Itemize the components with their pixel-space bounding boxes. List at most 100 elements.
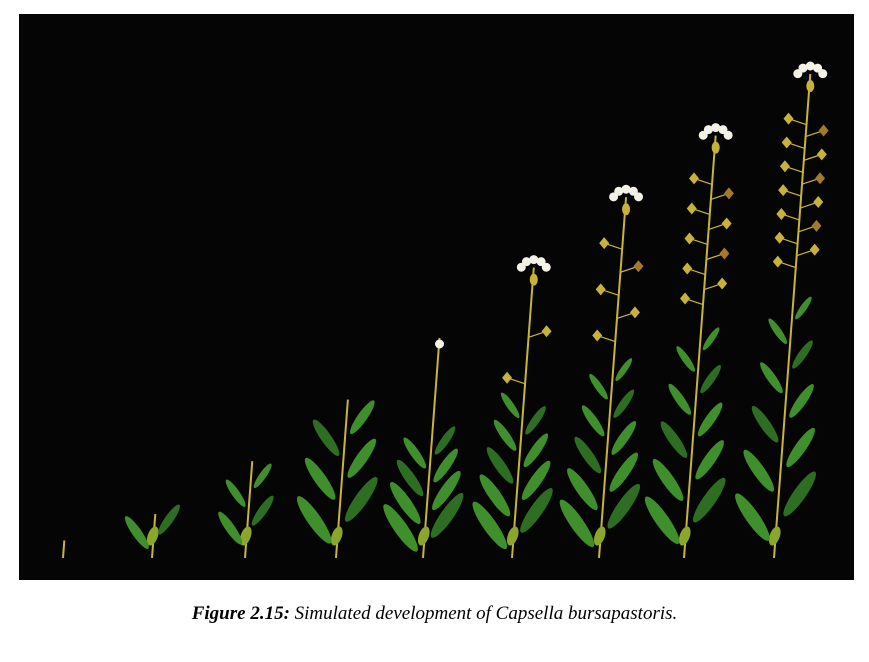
stem-leaf xyxy=(760,362,783,394)
stem-leaf xyxy=(432,470,461,511)
seed-pod xyxy=(813,196,824,209)
stem-leaf xyxy=(390,481,421,524)
seed-pod xyxy=(723,187,734,200)
seed-pod xyxy=(595,283,606,296)
seed-pod xyxy=(502,371,513,384)
seed-pod xyxy=(809,243,820,256)
stem-leaf xyxy=(735,493,770,541)
stem-leaf xyxy=(383,504,418,552)
stem-leaf xyxy=(253,463,272,489)
seed-pod xyxy=(772,255,783,268)
stem-leaf xyxy=(347,438,377,478)
stem-leaf xyxy=(652,458,684,501)
seed-pod xyxy=(689,172,700,185)
stem-leaf xyxy=(350,400,375,435)
flower-bud xyxy=(711,141,720,154)
basal-leaf xyxy=(417,526,430,546)
stem-leaf xyxy=(472,501,508,550)
flower xyxy=(818,69,828,79)
stem-leaf xyxy=(751,405,779,443)
stem-leaf xyxy=(581,405,605,437)
stem-leaf xyxy=(607,483,641,529)
stem-leaf xyxy=(574,436,602,474)
stem-leaf xyxy=(795,296,812,320)
stem-leaf xyxy=(786,427,815,468)
flower xyxy=(723,130,733,140)
stem-leaf xyxy=(611,421,637,455)
basal-leaf xyxy=(593,526,606,546)
seed-pod xyxy=(779,160,790,173)
plant-stem xyxy=(62,540,66,559)
flower xyxy=(541,262,551,272)
seed-pod xyxy=(680,292,691,305)
stem-leaf xyxy=(523,433,549,468)
basal-leaf xyxy=(678,526,691,546)
basal-leaf xyxy=(506,526,519,546)
seed-pod xyxy=(774,231,785,244)
stem-leaf xyxy=(567,468,598,511)
seed-pod xyxy=(776,207,787,220)
stem-leaf xyxy=(660,421,688,458)
seed-pod xyxy=(686,202,697,215)
flower xyxy=(703,125,713,135)
stem-leaf xyxy=(433,448,459,483)
seed-pod xyxy=(811,219,822,232)
seed-pod xyxy=(778,184,789,197)
basal-leaf xyxy=(768,526,781,546)
flower xyxy=(614,186,624,196)
seed-pod xyxy=(629,306,640,319)
flower-bud xyxy=(529,273,538,286)
stem-leaf xyxy=(789,384,814,418)
stem-leaf xyxy=(124,516,149,549)
seed-pod xyxy=(783,112,794,125)
stem-leaf xyxy=(768,318,788,345)
flower xyxy=(634,192,644,202)
stem-leaf xyxy=(296,496,332,544)
flower xyxy=(711,123,721,133)
seed-pod xyxy=(599,237,610,250)
stem-leaf xyxy=(589,373,608,400)
plant-stem xyxy=(598,197,628,559)
flower xyxy=(805,61,815,71)
flower xyxy=(621,184,631,194)
figure-label: Figure 2.15: xyxy=(191,603,290,624)
figure-caption-text: Simulated development of Capsella bursap… xyxy=(294,603,678,624)
stem-leaf xyxy=(525,406,546,435)
stem-leaf xyxy=(644,496,680,544)
stem-leaf xyxy=(613,389,635,418)
figure-caption: Figure 2.15: Simulated development of Ca… xyxy=(0,603,869,625)
stem-leaf xyxy=(225,479,246,507)
stem-leaf xyxy=(500,392,520,419)
stem-leaf xyxy=(251,495,274,526)
seed-pod xyxy=(815,172,826,185)
stem-leaf xyxy=(559,499,595,548)
seed-pod xyxy=(818,124,829,137)
stem-leaf xyxy=(743,449,775,492)
basal-leaf xyxy=(239,526,252,546)
stem-leaf xyxy=(403,437,427,469)
stem-leaf xyxy=(434,426,456,455)
seed-pod xyxy=(719,247,730,260)
stem-leaf xyxy=(697,402,723,437)
plant-stem xyxy=(683,135,717,559)
seed-pod xyxy=(682,262,693,275)
stem-leaf xyxy=(304,457,336,500)
flower xyxy=(798,63,808,73)
stem-leaf xyxy=(344,476,378,522)
flower xyxy=(521,257,531,267)
stem-leaf xyxy=(700,364,721,394)
plant-development-illustration xyxy=(62,61,829,559)
seed-pod xyxy=(684,232,695,245)
stem-leaf xyxy=(479,474,511,517)
seed-pod xyxy=(721,217,732,230)
stem-leaf xyxy=(218,511,243,545)
stem-leaf xyxy=(609,452,639,492)
stem-leaf xyxy=(695,440,725,480)
stem-leaf xyxy=(783,471,816,517)
stem-leaf xyxy=(312,419,340,456)
stem-leaf xyxy=(486,447,514,484)
stem-leaf xyxy=(157,504,180,535)
flower xyxy=(529,255,539,265)
seed-pod xyxy=(717,277,728,290)
